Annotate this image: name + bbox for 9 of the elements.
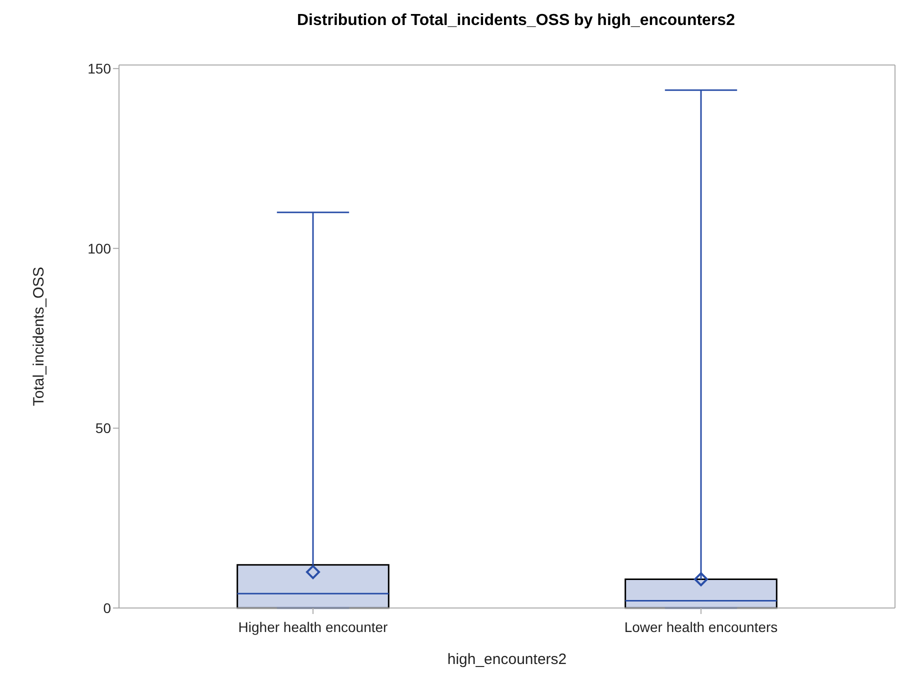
x-tick-label: Lower health encounters	[624, 618, 778, 635]
y-axis-title: Total_incidents_OSS	[30, 266, 48, 406]
y-tick-label: 100	[88, 240, 112, 256]
y-tick-label: 150	[88, 60, 112, 77]
chart-title: Distribution of Total_incidents_OSS by high_encounters2	[296, 12, 736, 30]
x-axis-title: high_encounters2	[447, 651, 567, 668]
y-tick-label: 50	[95, 420, 112, 436]
x-tick-label: Higher health encounter	[238, 618, 388, 635]
y-tick-label: 0	[103, 600, 112, 616]
